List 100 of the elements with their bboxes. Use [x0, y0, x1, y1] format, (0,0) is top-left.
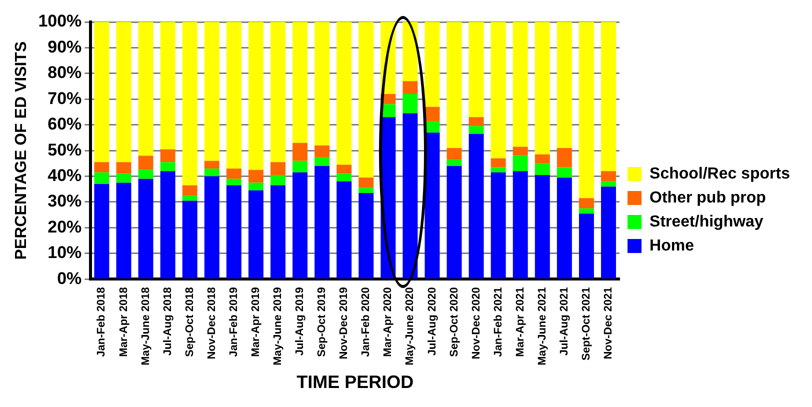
- bar: [248, 190, 264, 278]
- bar: [336, 174, 352, 182]
- bar: [601, 22, 616, 172]
- x-tick-label: Jan-Feb 2018: [96, 287, 108, 357]
- bar: [556, 167, 572, 178]
- bar: [138, 178, 154, 278]
- x-tick-label: Sept-Oct 2021: [580, 287, 592, 361]
- bar: [270, 22, 286, 162]
- bar: [446, 22, 462, 148]
- bar: [402, 22, 418, 82]
- bar: [534, 22, 550, 154]
- y-axis-title: PERCENTAGE OF ED VISITS: [13, 41, 30, 260]
- bar: [556, 178, 572, 278]
- bar: [94, 162, 110, 172]
- bar: [490, 167, 506, 172]
- x-tick-label: Jan-Feb 2019: [228, 287, 240, 357]
- bar: [226, 168, 242, 179]
- bar: [512, 171, 528, 278]
- bar: [314, 166, 330, 278]
- x-tick-label: Jul-Aug 2020: [426, 287, 438, 356]
- bar: [314, 157, 330, 166]
- bar: [358, 22, 374, 178]
- bar: [182, 185, 198, 196]
- legend-label: School/Rec sports: [650, 165, 790, 182]
- bar: [226, 178, 242, 186]
- bar: [336, 22, 352, 165]
- bar: [182, 22, 198, 186]
- bar: [248, 22, 264, 170]
- bar: [160, 22, 176, 150]
- bar: [446, 160, 462, 166]
- x-tick-label: Sep-Oct 2020: [448, 287, 460, 357]
- bar: [138, 170, 154, 179]
- x-tick-label: Sep-Oct 2019: [316, 287, 328, 357]
- bar: [292, 142, 308, 161]
- bar: [292, 160, 308, 172]
- x-tick-label: Jan-Feb 2021: [492, 287, 504, 357]
- bar: [182, 200, 198, 278]
- bar: [402, 94, 418, 114]
- bar: [116, 182, 132, 278]
- bar: [138, 22, 154, 156]
- bar: [601, 181, 616, 187]
- bar: [424, 132, 440, 278]
- bar: [468, 22, 484, 118]
- x-tick-label: Jul-Aug 2018: [162, 287, 174, 356]
- bar: [270, 162, 286, 175]
- bar: [424, 22, 440, 107]
- bar: [336, 181, 352, 278]
- bar: [160, 171, 176, 278]
- x-tick-label: Nov-Dec 2018: [206, 287, 218, 360]
- bar: [490, 22, 506, 158]
- bar: [512, 156, 528, 172]
- bar: [534, 163, 550, 175]
- bar: [556, 148, 572, 168]
- bar: [248, 182, 264, 190]
- bar: [204, 176, 220, 278]
- x-tick-label: May-June 2021: [536, 287, 548, 366]
- bar: [446, 166, 462, 278]
- y-tick-label: 0%: [57, 268, 82, 288]
- bar: [160, 149, 176, 162]
- y-tick-label: 10%: [48, 243, 82, 262]
- x-tick-label: Nov-Dec 2020: [470, 287, 482, 360]
- x-tick-label: Mar-Apr 2020: [382, 287, 394, 357]
- y-tick-label: 70%: [48, 88, 82, 108]
- bar: [292, 172, 308, 278]
- bar: [292, 22, 308, 143]
- x-tick-label: Jan-Feb 2020: [360, 287, 372, 357]
- y-tick-label: 80%: [48, 63, 82, 82]
- bar: [512, 146, 528, 156]
- x-tick-label: Sep-Oct 2018: [184, 287, 196, 357]
- bar: [116, 162, 132, 174]
- bar: [556, 22, 572, 148]
- legend-label: Home: [650, 237, 694, 254]
- bar: [402, 113, 418, 278]
- bar: [314, 22, 330, 146]
- y-tick-label: 90%: [48, 37, 82, 56]
- bar: [138, 156, 154, 170]
- bar: [270, 174, 286, 186]
- x-axis-title: TIME PERIOD: [296, 372, 414, 392]
- bar: [512, 22, 528, 147]
- x-tick-label: May-June 2018: [140, 287, 152, 366]
- bar: [270, 185, 286, 278]
- bar: [358, 188, 374, 193]
- bar: [94, 172, 110, 184]
- y-tick-label: 100%: [38, 12, 82, 31]
- bar: [248, 170, 264, 183]
- bar: [468, 117, 484, 126]
- bar: [358, 178, 374, 188]
- bar: [534, 154, 550, 164]
- bar: [402, 81, 418, 94]
- y-tick-label: 30%: [48, 192, 82, 211]
- x-tick-label: Mar-Apr 2018: [118, 287, 130, 357]
- bar: [534, 174, 550, 278]
- bar: [468, 126, 484, 134]
- y-tick-label: 20%: [48, 217, 82, 236]
- bar: [204, 168, 220, 176]
- bar: [94, 22, 110, 162]
- bar: [578, 214, 594, 278]
- x-tick-label: Jul-Aug 2021: [558, 287, 570, 356]
- bar: [468, 134, 484, 278]
- x-tick-label: Nov-Dec 2021: [602, 287, 615, 360]
